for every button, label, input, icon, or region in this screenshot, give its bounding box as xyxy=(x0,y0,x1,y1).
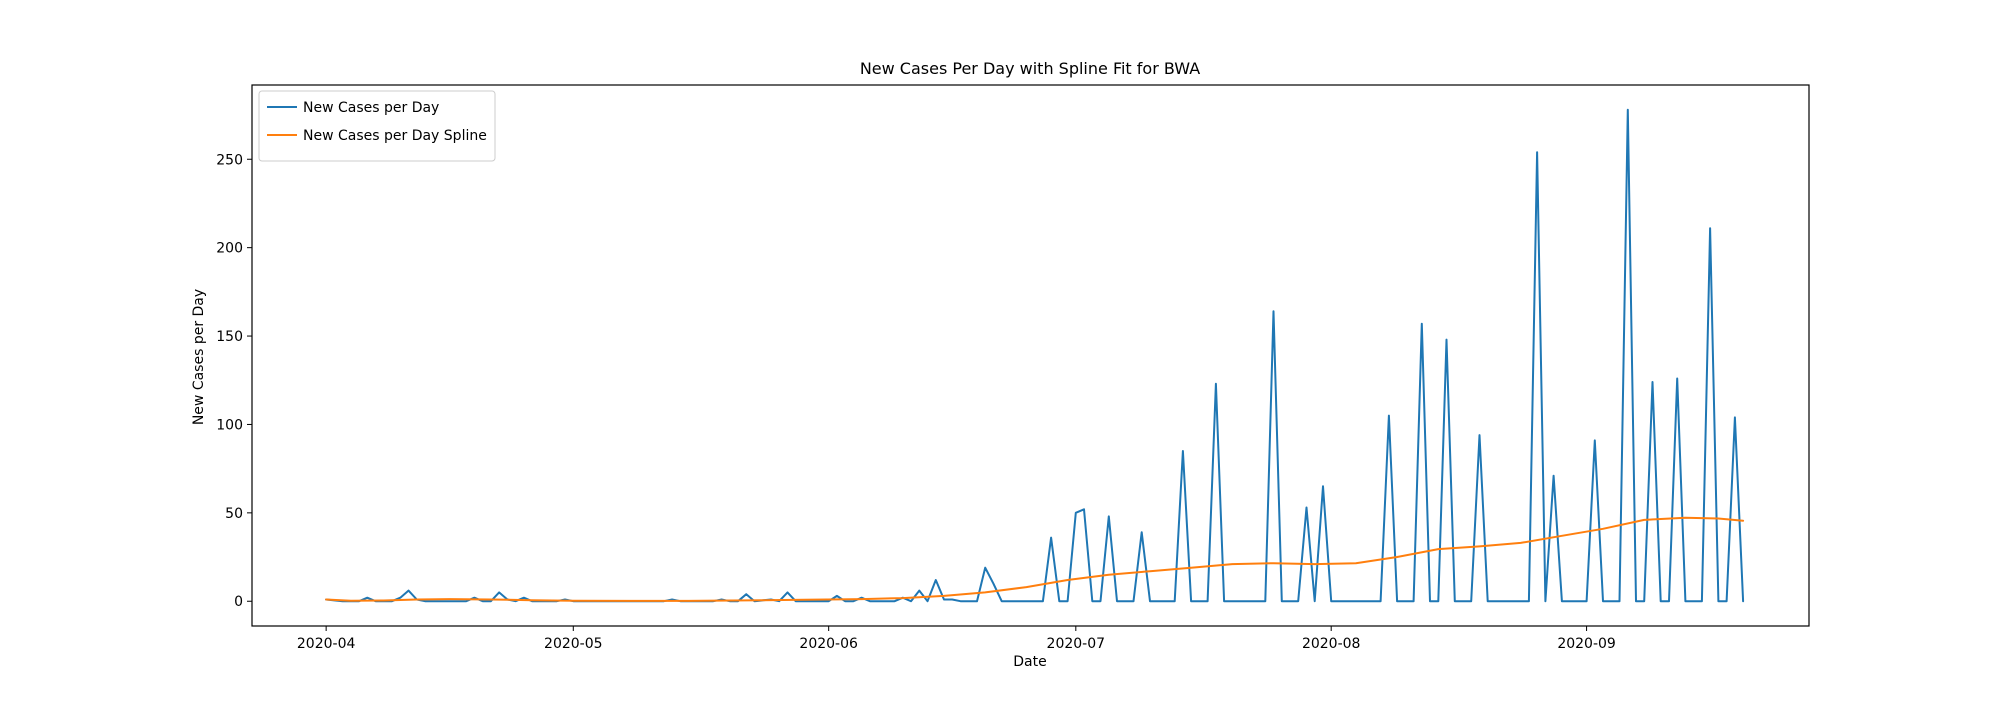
y-axis-label: New Cases per Day xyxy=(191,289,207,425)
y-tick-label: 0 xyxy=(234,594,243,610)
x-tick-label: 2020-06 xyxy=(799,636,858,652)
chart-title: New Cases Per Day with Spline Fit for BW… xyxy=(860,59,1200,78)
x-tick-label: 2020-05 xyxy=(544,636,603,652)
y-tick-label: 100 xyxy=(216,417,243,433)
legend-label: New Cases per Day xyxy=(303,100,439,116)
y-tick-label: 150 xyxy=(216,329,243,345)
legend: New Cases per Day New Cases per Day Splin… xyxy=(258,90,496,162)
legend-box xyxy=(258,90,496,162)
x-tick-label: 2020-04 xyxy=(297,636,356,652)
y-tick-label: 50 xyxy=(225,506,243,522)
legend-label: New Cases per Day Spline xyxy=(303,128,487,144)
y-tick-label: 200 xyxy=(216,241,243,257)
series-layer xyxy=(325,108,1745,603)
series-line-2 xyxy=(325,516,1745,602)
x-tick-label: 2020-09 xyxy=(1557,636,1616,652)
x-axis-label: Date xyxy=(1013,654,1046,670)
x-tick-label: 2020-08 xyxy=(1302,636,1361,652)
x-tick-label: 2020-07 xyxy=(1047,636,1106,652)
axes-layer: 2020-04 2020-05 2020-06 2020-07 2020-08 2020-… xyxy=(216,84,1810,652)
plot-frame xyxy=(251,84,1810,627)
y-tick-label: 250 xyxy=(216,152,243,168)
